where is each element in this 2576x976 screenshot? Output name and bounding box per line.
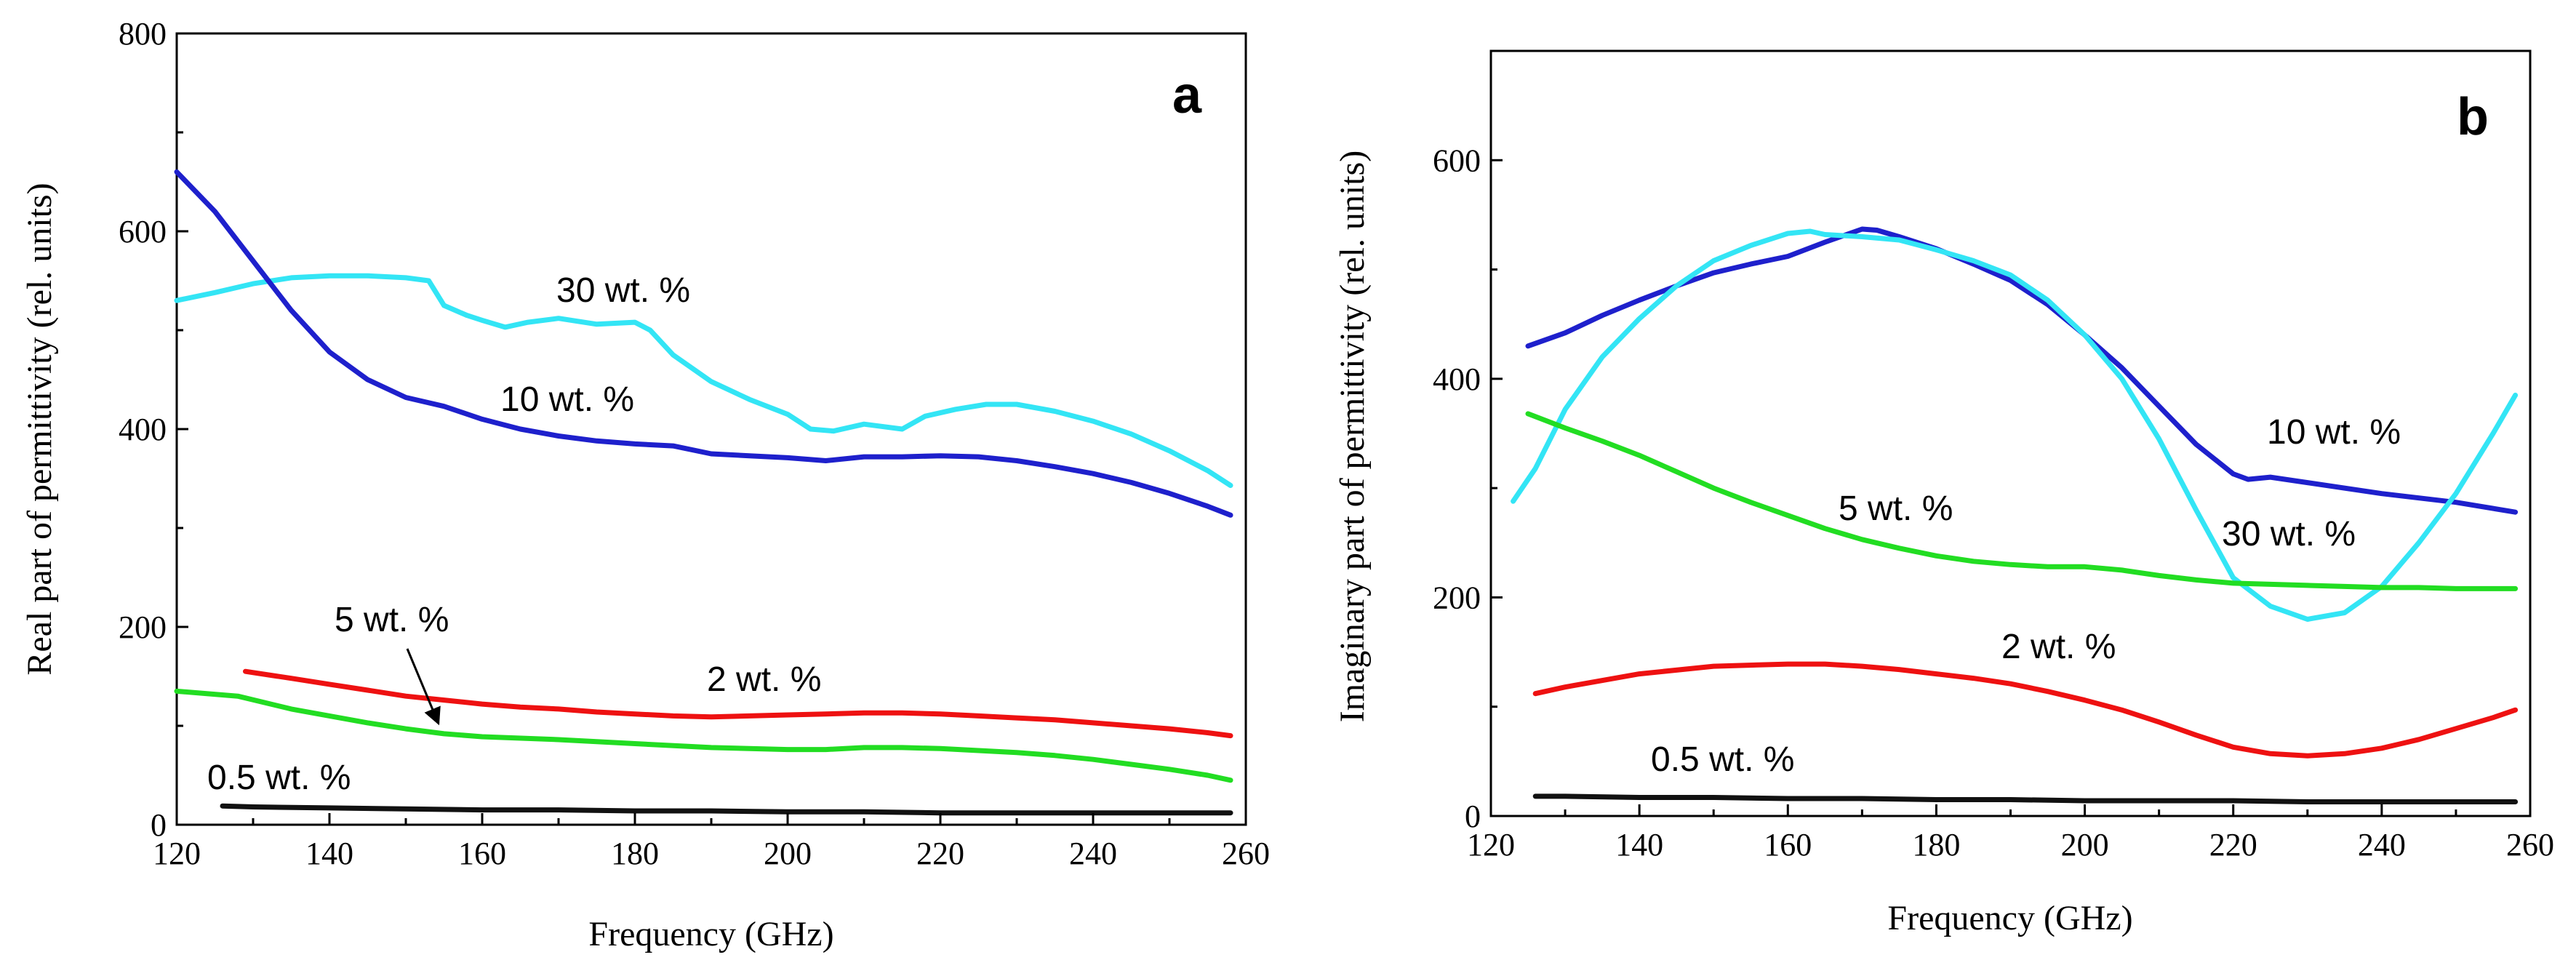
panel-a-5wt-arrow (406, 648, 441, 726)
panel-b-y-ticks: 0 200 400 600 (1433, 143, 1503, 834)
panel-b-series-line-2wt (1532, 661, 2519, 759)
panel-a-x-tick-label: 220 (916, 836, 964, 871)
panel-a-series-line-30wt (174, 273, 1233, 488)
panel-b-y-tick-label: 600 (1433, 143, 1481, 178)
panel-a-y-tick-label: 400 (119, 412, 167, 447)
panel-a-label-5wt: 5 wt. % (335, 601, 449, 639)
panel-b-x-tick-label: 120 (1467, 827, 1515, 863)
panel-a-x-tick-label: 120 (153, 836, 201, 871)
panel-b-x-tick-label: 200 (2061, 827, 2109, 863)
panel-b-x-tick-label: 180 (1912, 827, 1960, 863)
panel-b-label-5wt: 5 wt. % (1839, 489, 1953, 528)
panel-a-y-tick-label: 200 (119, 609, 167, 645)
panel-b-x-tick-label: 240 (2358, 827, 2406, 863)
panel-b-series-line-05wt (1532, 793, 2519, 804)
panel-a-label-05wt: 0.5 wt. % (207, 759, 351, 797)
panel-b-imaginary-permittivity: 120 140 160 180 200 220 240 260 0 200 400 600 b 10… (1333, 49, 2554, 937)
panel-b-series-line-10wt (1525, 226, 2519, 515)
panel-a-x-tick-label: 260 (1222, 836, 1270, 871)
panel-b-x-ticks: 120 140 160 180 200 220 240 260 (1467, 804, 2554, 863)
panel-a-y-tick-label: 0 (151, 807, 167, 843)
panel-a-x-tick-label: 180 (611, 836, 659, 871)
panel-b-label-30wt: 30 wt. % (2222, 515, 2356, 553)
panel-a-series-line-05wt (220, 803, 1233, 816)
panel-b-label-10wt: 10 wt. % (2267, 413, 2401, 452)
panel-a-series-line-5wt (174, 688, 1233, 783)
panel-a-y-axis-title: Real part of permittivity (rel. units) (20, 183, 59, 675)
panel-a-y-tick-label: 600 (119, 214, 167, 249)
panel-b-series-line-5wt (1525, 411, 2519, 591)
panel-b-y-tick-label: 400 (1433, 361, 1481, 397)
panel-b-series-group (1511, 226, 2519, 804)
panel-a-x-tick-label: 240 (1069, 836, 1117, 871)
panel-a-x-tick-label: 140 (305, 836, 353, 871)
panel-b-x-tick-label: 260 (2506, 827, 2554, 863)
panel-a-y-tick-label: 800 (119, 16, 167, 52)
panel-b-letter: b (2457, 88, 2489, 146)
panel-a-label-10wt: 10 wt. % (500, 380, 634, 419)
panel-a-series-line-10wt (174, 169, 1233, 518)
panel-a-x-axis-title: Frequency (GHz) (588, 915, 833, 953)
panel-b-x-tick-label: 220 (2209, 827, 2257, 863)
panel-b-y-tick-label: 0 (1465, 799, 1481, 834)
panel-b-y-axis-title: Imaginary part of permittivity (rel. uni… (1333, 151, 1372, 722)
panel-a-letter: a (1172, 66, 1202, 124)
panel-a-plot-frame (175, 32, 1247, 826)
panel-b-x-tick-label: 140 (1615, 827, 1663, 863)
panel-b-series-line-30wt (1511, 228, 2519, 622)
panel-b-label-05wt: 0.5 wt. % (1651, 740, 1794, 779)
panel-a-x-ticks: 120 140 160 180 200 220 240 260 (153, 813, 1270, 871)
panel-a-y-ticks: 0 200 400 600 800 (119, 16, 188, 843)
panel-a-label-2wt: 2 wt. % (707, 660, 821, 699)
panel-b-x-tick-label: 160 (1764, 827, 1812, 863)
panel-a-x-tick-label: 200 (764, 836, 812, 871)
panel-b-y-tick-label: 200 (1433, 580, 1481, 615)
panel-a-x-tick-label: 160 (458, 836, 506, 871)
panel-b-label-2wt: 2 wt. % (2001, 628, 2116, 666)
panel-b-x-axis-title: Frequency (GHz) (1887, 899, 2132, 937)
panel-a-series-line-2wt (243, 668, 1233, 739)
panel-a-real-permittivity: 120 140 160 180 200 220 240 260 0 200 400 600 800 a… (20, 16, 1270, 953)
panel-a-label-30wt: 30 wt. % (556, 271, 690, 310)
panel-a-series-group (174, 169, 1233, 816)
